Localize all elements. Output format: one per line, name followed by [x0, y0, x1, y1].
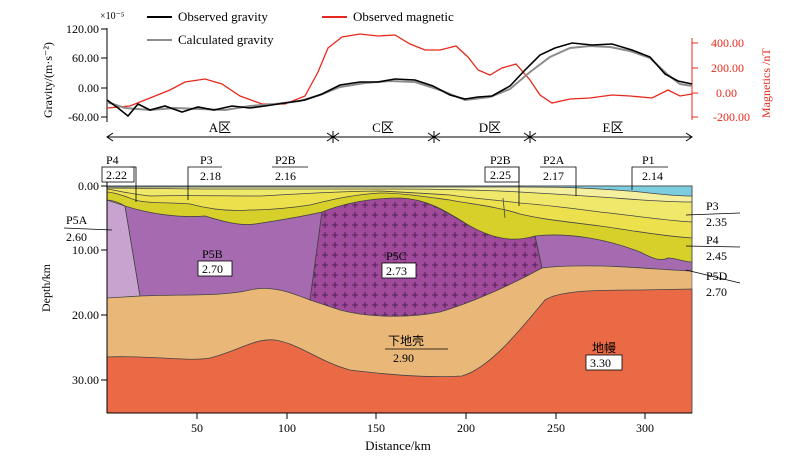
section-xtick-200: 200: [457, 421, 475, 435]
label-p3-top-val: 2.18: [200, 169, 221, 183]
label-p5d: P5D 2.70: [685, 269, 741, 299]
top-ytick-3: 0.00: [78, 81, 99, 95]
label-p5a-val: 2.60: [66, 230, 87, 244]
cross-section: 0.00 10.00 20.00 30.00 Depth/km 50 100 1…: [39, 153, 741, 453]
label-p2a-name: P2A: [543, 153, 565, 167]
section-xtick-100: 100: [278, 421, 296, 435]
label-lower-crust: 下地壳 2.90: [385, 334, 448, 365]
label-p3-right: P3 2.35: [685, 199, 741, 229]
label-p4-top-name: P4: [106, 153, 119, 167]
top-ytick-4: -60.00: [68, 110, 99, 124]
section-xtick-150: 150: [367, 421, 385, 435]
label-p2a: P2A 2.17: [540, 153, 577, 196]
fault-line: [502, 197, 506, 219]
calculated-gravity-curve: [106, 44, 693, 112]
section-x-ticks: [196, 413, 646, 419]
observed-gravity-curve: [106, 42, 693, 118]
section-ytick-10: 10.00: [72, 243, 99, 257]
zone-e: E区: [603, 120, 624, 135]
label-mantle-val: 3.30: [590, 356, 611, 370]
label-p4-right-name: P4: [706, 233, 719, 247]
label-p5b: P5B 2.70: [197, 247, 233, 277]
top-rtick-2: 200.00: [711, 61, 744, 75]
top-ytick-1: 120.00: [66, 22, 99, 36]
label-p3-right-val: 2.35: [706, 215, 727, 229]
label-p4-right: P4 2.45: [685, 233, 741, 263]
section-y-label: Depth/km: [39, 263, 53, 312]
label-p2b-left-val: 2.16: [275, 169, 296, 183]
label-p5c-name: P5C: [386, 249, 407, 263]
top-y-exponent: ×10⁻⁵: [100, 11, 124, 22]
label-p5b-name: P5B: [202, 247, 223, 261]
p2b-layer: [106, 185, 693, 223]
zone-c: C区: [372, 120, 394, 135]
legend-calculated-gravity: Calculated gravity: [178, 32, 274, 47]
label-mantle-name: 地幔: [592, 340, 616, 355]
zone-d: D区: [479, 120, 501, 135]
section-x-label: Distance/km: [365, 438, 431, 453]
mantle-body: [106, 288, 693, 414]
top-y-label: Gravity/(m·s⁻²): [41, 42, 55, 118]
legend-observed-magnetic: Observed magnetic: [353, 9, 454, 24]
label-p5c-val: 2.73: [386, 264, 407, 278]
label-p5a: P5A 2.60: [63, 213, 113, 244]
top-right-ticks: [692, 42, 698, 118]
label-p3-top: P3 2.18: [187, 153, 222, 200]
p1-water-layer: [106, 185, 693, 197]
label-p5a-name: P5A: [66, 213, 88, 227]
zone-a: A区: [209, 120, 231, 135]
label-p5c: P5C 2.73: [381, 249, 417, 279]
label-p2b-right-name: P2B: [490, 153, 511, 167]
p2a-layer: [106, 185, 693, 203]
label-p5d-val: 2.70: [706, 285, 727, 299]
section-y-ticks: [101, 185, 107, 381]
label-p2b-right: P2B 2.25: [484, 153, 520, 206]
label-lower-crust-name: 下地壳: [388, 334, 424, 348]
label-p2b-right-val: 2.25: [490, 168, 511, 182]
label-p2b-left-name: P2B: [275, 153, 296, 167]
label-p4-right-val: 2.45: [706, 249, 727, 263]
top-panel: 120.00 60.00 0.00 -60.00 ×10⁻⁵ Gravity/(…: [41, 9, 773, 143]
observed-magnetic-curve: [106, 33, 693, 109]
top-left-ticks: [101, 28, 107, 118]
legend-observed-gravity: Observed gravity: [178, 9, 268, 24]
label-lower-crust-val: 2.90: [393, 351, 414, 365]
label-p1-name: P1: [642, 153, 655, 167]
label-p2a-val: 2.17: [543, 169, 564, 183]
section-ytick-30: 30.00: [72, 373, 99, 387]
label-p3-right-name: P3: [706, 199, 719, 213]
top-ytick-2: 60.00: [72, 51, 99, 65]
p5d-boundary: [534, 235, 543, 269]
label-p1-val: 2.14: [642, 169, 663, 183]
section-xtick-300: 300: [636, 421, 654, 435]
label-p1: P1 2.14: [631, 153, 668, 190]
label-p2b-left: P2B 2.16: [272, 153, 308, 183]
label-mantle: 地幔 3.30: [585, 340, 623, 371]
top-rtick-3: 0.00: [716, 86, 737, 100]
top-rtick-4: -200.00: [713, 110, 750, 124]
zone-bar: A区 C区 D区 E区: [106, 120, 693, 143]
top-right-label: Magnetics /nT: [759, 48, 773, 118]
section-xtick-250: 250: [547, 421, 565, 435]
top-rtick-1: 400.00: [711, 36, 744, 50]
label-p4-top-val: 2.22: [106, 168, 127, 182]
section-ytick-20: 20.00: [72, 308, 99, 322]
label-p5b-val: 2.70: [202, 262, 223, 276]
label-p4-top: P4 2.22: [101, 153, 137, 202]
label-p5d-name: P5D: [706, 269, 728, 283]
label-p3-top-name: P3: [200, 153, 213, 167]
section-ytick-0: 0.00: [78, 179, 99, 193]
section-xtick-50: 50: [191, 421, 203, 435]
legend: Observed gravity Calculated gravity Obse…: [147, 9, 454, 47]
